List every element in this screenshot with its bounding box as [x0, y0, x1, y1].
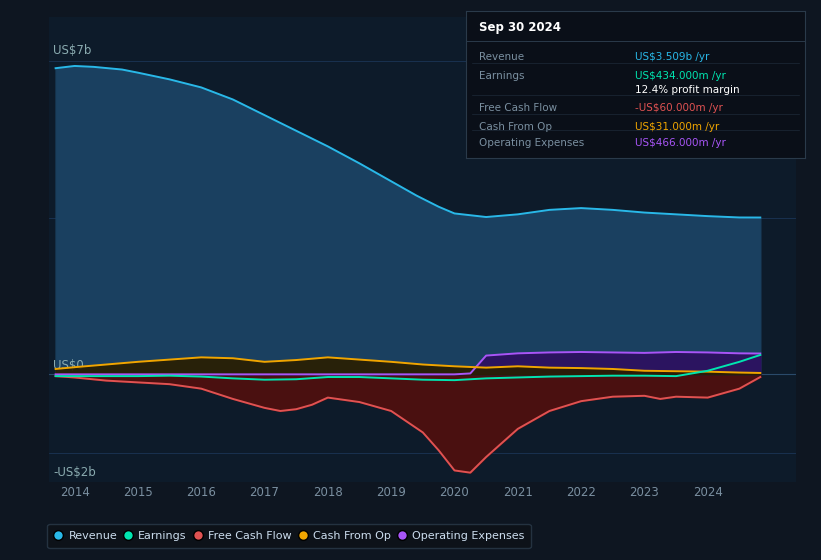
Text: Operating Expenses: Operating Expenses	[479, 138, 585, 148]
Text: US$7b: US$7b	[53, 44, 91, 57]
Legend: Revenue, Earnings, Free Cash Flow, Cash From Op, Operating Expenses: Revenue, Earnings, Free Cash Flow, Cash …	[48, 524, 530, 548]
Text: US$466.000m /yr: US$466.000m /yr	[635, 138, 727, 148]
Text: US$31.000m /yr: US$31.000m /yr	[635, 122, 720, 132]
Text: -US$2b: -US$2b	[53, 466, 96, 479]
Text: Sep 30 2024: Sep 30 2024	[479, 21, 561, 35]
Text: Earnings: Earnings	[479, 71, 525, 81]
Text: US$0: US$0	[53, 359, 84, 372]
Text: Free Cash Flow: Free Cash Flow	[479, 103, 557, 113]
Text: Cash From Op: Cash From Op	[479, 122, 552, 132]
Text: 12.4% profit margin: 12.4% profit margin	[635, 86, 740, 95]
Text: -US$60.000m /yr: -US$60.000m /yr	[635, 103, 723, 113]
Text: US$434.000m /yr: US$434.000m /yr	[635, 71, 727, 81]
Text: Revenue: Revenue	[479, 52, 525, 62]
Text: US$3.509b /yr: US$3.509b /yr	[635, 52, 710, 62]
